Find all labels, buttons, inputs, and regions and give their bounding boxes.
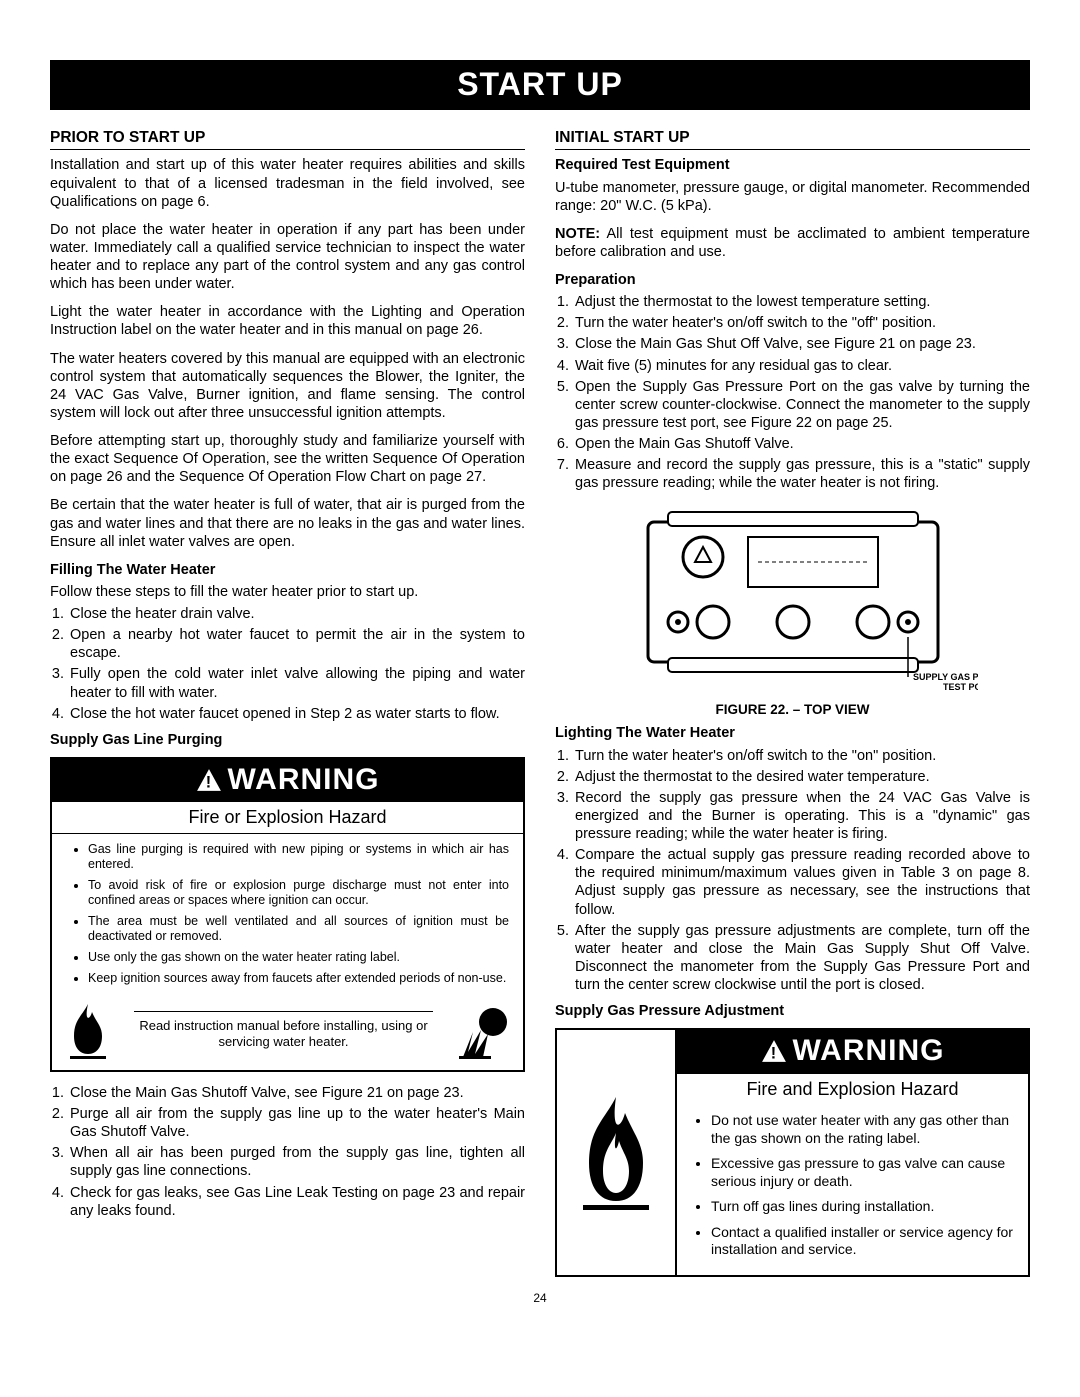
note-text: All test equipment must be acclimated to… xyxy=(555,226,1030,260)
warning2-flame-col xyxy=(557,1030,677,1275)
intro-p1: Installation and start up of this water … xyxy=(50,156,525,210)
fill-step: Fully open the cold water inlet valve al… xyxy=(68,665,525,701)
warn-bullet: Keep ignition sources away from faucets … xyxy=(88,971,509,986)
right-column: INITIAL START UP Required Test Equipment… xyxy=(555,128,1030,1277)
explosion-icon xyxy=(453,1002,513,1060)
equipment-heading: Required Test Equipment xyxy=(555,156,1030,174)
light-step: Compare the actual supply gas pressure r… xyxy=(573,846,1030,919)
prep-step: Measure and record the supply gas pressu… xyxy=(573,456,1030,492)
warning-triangle-icon: ! xyxy=(196,768,222,792)
fill-step: Close the hot water faucet opened in Ste… xyxy=(68,705,525,723)
warn2-bullet: Do not use water heater with any gas oth… xyxy=(711,1112,1014,1147)
intro-p3: Light the water heater in accordance wit… xyxy=(50,303,525,339)
light-step: Adjust the thermostat to the desired wat… xyxy=(573,768,1030,786)
warning-title: WARNING xyxy=(228,761,380,799)
left-column: PRIOR TO START UP Installation and start… xyxy=(50,128,525,1277)
warn-bullet: Use only the gas shown on the water heat… xyxy=(88,950,509,965)
intro-p4: The water heaters covered by this manual… xyxy=(50,350,525,423)
prep-step: Open the Main Gas Shutoff Valve. xyxy=(573,435,1030,453)
flame-icon xyxy=(571,1093,661,1213)
after-step: Check for gas leaks, see Gas Line Leak T… xyxy=(68,1184,525,1220)
fill-step: Open a nearby hot water faucet to permit… xyxy=(68,626,525,662)
warn2-bullet: Excessive gas pressure to gas valve can … xyxy=(711,1155,1014,1190)
warning2-subtitle: Fire and Explosion Hazard xyxy=(677,1074,1028,1105)
warning-note: Read instruction manual before installin… xyxy=(134,1011,433,1051)
warning2-header: ! WARNING xyxy=(677,1030,1028,1074)
light-step: After the supply gas pressure adjustment… xyxy=(573,922,1030,995)
after-step: Close the Main Gas Shutoff Valve, see Fi… xyxy=(68,1084,525,1102)
warn-bullet: To avoid risk of fire or explosion purge… xyxy=(88,878,509,908)
prep-steps: Adjust the thermostat to the lowest temp… xyxy=(555,293,1030,492)
warn2-bullet: Turn off gas lines during installation. xyxy=(711,1198,1014,1216)
warning-bottom: Read instruction manual before installin… xyxy=(52,1002,523,1070)
filling-heading: Filling The Water Heater xyxy=(50,561,525,579)
filling-intro: Follow these steps to fill the water hea… xyxy=(50,583,525,601)
page-title-bar: START UP xyxy=(50,60,1030,110)
warn-bullet: Gas line purging is required with new pi… xyxy=(88,842,509,872)
after-step: Purge all air from the supply gas line u… xyxy=(68,1105,525,1141)
warning-header: ! WARNING xyxy=(52,759,523,803)
fill-step: Close the heater drain valve. xyxy=(68,605,525,623)
warning-box-1: ! WARNING Fire or Explosion Hazard Gas l… xyxy=(50,757,525,1072)
intro-p2: Do not place the water heater in operati… xyxy=(50,221,525,294)
after-step: When all air has been purged from the su… xyxy=(68,1144,525,1180)
warning-box-2: ! WARNING Fire and Explosion Hazard Do n… xyxy=(555,1028,1030,1277)
purging-heading: Supply Gas Line Purging xyxy=(50,731,525,749)
note-line: NOTE: All test equipment must be acclima… xyxy=(555,225,1030,261)
warn-bullet: The area must be well ventilated and all… xyxy=(88,914,509,944)
warning-body: Gas line purging is required with new pi… xyxy=(52,834,523,1002)
warning-subtitle: Fire or Explosion Hazard xyxy=(52,802,523,834)
svg-text:!: ! xyxy=(770,1045,777,1063)
page-number: 24 xyxy=(50,1291,1030,1306)
fig-port-label: SUPPLY GAS PRESSURE xyxy=(913,672,978,682)
warn2-bullet: Contact a qualified installer or service… xyxy=(711,1224,1014,1259)
light-step: Record the supply gas pressure when the … xyxy=(573,789,1030,843)
intro-p6: Be certain that the water heater is full… xyxy=(50,496,525,550)
after-warning-steps: Close the Main Gas Shutoff Valve, see Fi… xyxy=(50,1084,525,1220)
filling-steps: Close the heater drain valve. Open a nea… xyxy=(50,605,525,723)
two-column-layout: PRIOR TO START UP Installation and start… xyxy=(50,128,1030,1277)
warning2-body: Do not use water heater with any gas oth… xyxy=(677,1104,1028,1275)
prep-step: Close the Main Gas Shut Off Valve, see F… xyxy=(573,335,1030,353)
initial-start-heading: INITIAL START UP xyxy=(555,128,1030,150)
equipment-text: U-tube manometer, pressure gauge, or dig… xyxy=(555,179,1030,215)
prep-step: Open the Supply Gas Pressure Port on the… xyxy=(573,378,1030,432)
prep-heading: Preparation xyxy=(555,271,1030,289)
intro-p5: Before attempting start up, thoroughly s… xyxy=(50,432,525,486)
adjustment-heading: Supply Gas Pressure Adjustment xyxy=(555,1002,1030,1020)
prep-step: Adjust the thermostat to the lowest temp… xyxy=(573,293,1030,311)
prep-step: Turn the water heater's on/off switch to… xyxy=(573,314,1030,332)
warning-triangle-icon: ! xyxy=(761,1039,787,1063)
prior-start-heading: PRIOR TO START UP xyxy=(50,128,525,150)
svg-text:!: ! xyxy=(205,773,212,791)
note-label: NOTE: xyxy=(555,226,600,242)
lighting-heading: Lighting The Water Heater xyxy=(555,724,1030,742)
lighting-steps: Turn the water heater's on/off switch to… xyxy=(555,747,1030,995)
warning2-right: ! WARNING Fire and Explosion Hazard Do n… xyxy=(677,1030,1028,1275)
warning2-title: WARNING xyxy=(793,1032,945,1070)
figure-22-diagram: SUPPLY GAS PRESSURE TEST PORT xyxy=(555,502,1030,697)
figure-caption: FIGURE 22. – TOP VIEW xyxy=(555,702,1030,719)
prep-step: Wait five (5) minutes for any residual g… xyxy=(573,357,1030,375)
svg-text:TEST PORT: TEST PORT xyxy=(943,682,978,692)
light-step: Turn the water heater's on/off switch to… xyxy=(573,747,1030,765)
flame-icon xyxy=(62,1002,114,1060)
